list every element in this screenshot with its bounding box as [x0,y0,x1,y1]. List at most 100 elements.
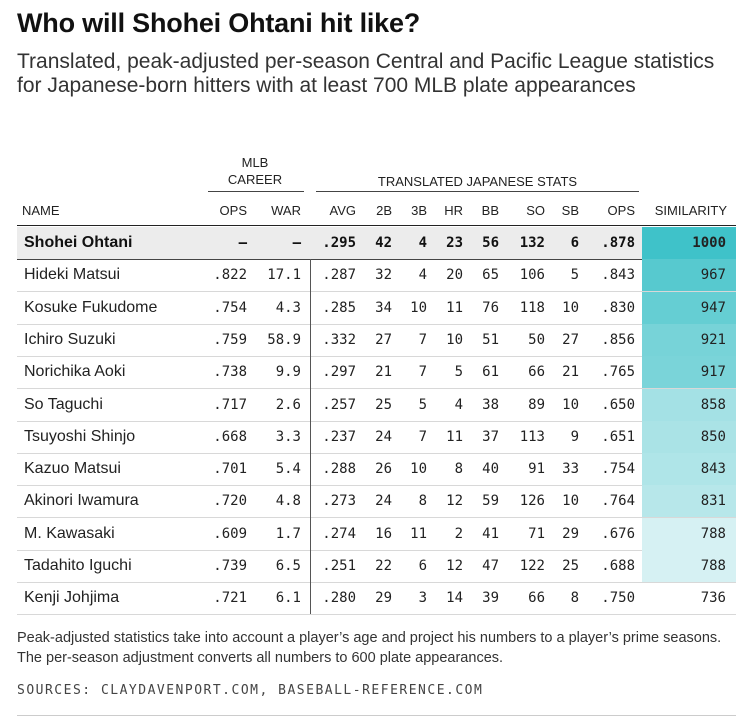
cell-ops_mlb: – [238,235,247,251]
cell-2b: 34 [375,299,392,316]
player-name: Norichika Aoki [24,363,126,381]
cell-ops_mlb: .721 [213,590,247,607]
cell-sb: 6 [570,235,579,251]
cell-2b: 24 [375,493,392,510]
cell-so: 71 [528,525,545,542]
player-name: Akinori Iwamura [24,492,139,510]
cell-war: 58.9 [267,331,301,348]
cell-ops_mlb: .754 [213,299,247,316]
cell-avg: .287 [322,267,356,284]
cell-ops: .688 [601,558,635,574]
cell-3b: 6 [418,558,427,574]
column-header-ops-mlb: OPS [219,203,247,218]
player-name: M. Kawasaki [24,524,115,542]
cell-so: 66 [528,364,545,381]
cell-2b: 16 [375,525,392,542]
cell-3b: 4 [418,235,427,251]
cell-ops: .830 [601,299,635,316]
similarity-cell: 831 [642,485,736,518]
cell-3b: 7 [418,364,427,381]
column-header-avg: AVG [329,203,357,218]
player-name: Kazuo Matsui [24,460,121,478]
cell-3b: 11 [410,525,427,542]
cell-so: 122 [519,558,545,574]
column-header-2b: 2B [376,203,392,218]
cell-hr: 11 [446,299,463,316]
player-name: Ichiro Suzuki [24,330,116,348]
table-row: So Taguchi .717 2.6 .257 25 5 4 38 89 10 .650 858 [17,388,736,422]
table-row: Norichika Aoki .738 9.9 .297 21 7 5 61 66 21 .765 9… [17,356,736,390]
cell-hr: 14 [446,590,463,607]
similarity-cell: 850 [642,420,736,453]
cell-bb: 40 [482,461,499,478]
cell-bb: 65 [482,267,499,284]
cell-sb: 33 [562,461,579,478]
cell-sb: 25 [562,558,579,574]
cell-so: 132 [519,235,545,251]
cell-ops_mlb: .609 [213,525,247,542]
group-underline-mlb [208,191,304,192]
similarity-cell: 947 [642,291,736,324]
cell-bb: 76 [482,299,499,316]
bottom-rule [17,715,736,716]
cell-3b: 5 [418,396,427,413]
cell-ops: .651 [601,428,635,445]
cell-ops: .650 [601,396,635,413]
cell-hr: 10 [446,331,463,348]
cell-sb: 27 [562,331,579,348]
cell-so: 91 [528,461,545,478]
cell-avg: .257 [322,396,356,413]
player-name: Shohei Ohtani [24,234,133,251]
group-header-mlb: MLB [241,155,269,170]
cell-bb: 47 [482,558,499,574]
cell-3b: 8 [418,493,427,510]
column-header-bb: BB [481,203,499,218]
table-row: Tadahito Iguchi .739 6.5 .251 22 6 12 47 122 25 .6… [17,550,736,583]
cell-sb: 10 [562,299,579,316]
cell-3b: 4 [418,267,427,284]
similarity-cell: 736 [700,590,726,607]
cell-ops_mlb: .738 [213,364,247,381]
cell-sb: 10 [562,396,579,413]
cell-war: 6.5 [275,558,301,574]
cell-2b: 21 [375,364,392,381]
cell-hr: 23 [446,235,463,251]
cell-hr: 2 [454,525,463,542]
cell-3b: 7 [418,428,427,445]
cell-ops_mlb: .759 [213,331,247,348]
similarity-cell: 858 [642,388,736,421]
player-name: Kenji Johjima [24,589,120,607]
cell-bb: 41 [482,525,499,542]
cell-sb: 29 [562,525,579,542]
cell-bb: 51 [482,331,499,348]
cell-hr: 11 [446,428,463,445]
player-name: So Taguchi [24,395,103,413]
cell-bb: 61 [482,364,499,381]
cell-ops_mlb: .739 [213,558,247,574]
cell-war: 9.9 [275,364,301,381]
group-header-translated: TRANSLATED JAPANESE STATS [377,174,578,189]
table-row: Hideki Matsui .822 17.1 .287 32 4 20 65 106 5 .843… [17,259,736,293]
cell-2b: 32 [375,267,392,284]
cell-2b: 24 [375,428,392,445]
cell-avg: .280 [322,590,356,607]
table-row: Tsuyoshi Shinjo .668 3.3 .237 24 7 11 37 113 9 .65… [17,420,736,454]
cell-war: 3.3 [275,428,301,445]
cell-2b: 26 [375,461,392,478]
cell-ops_mlb: .822 [213,267,247,284]
cell-so: 118 [519,299,545,316]
cell-war: 4.8 [275,493,301,510]
cell-sb: 10 [562,493,579,510]
cell-ops: .878 [601,235,635,251]
cell-ops: .856 [601,331,635,348]
cell-hr: 5 [454,364,463,381]
cell-war: 5.4 [275,461,301,478]
cell-sb: 9 [570,428,579,445]
cell-3b: 10 [410,461,427,478]
cell-war: – [292,235,301,251]
cell-so: 113 [519,428,545,445]
cell-avg: .288 [322,461,356,478]
cell-hr: 12 [446,493,463,510]
cell-ops: .765 [601,364,635,381]
cell-hr: 12 [446,558,463,574]
